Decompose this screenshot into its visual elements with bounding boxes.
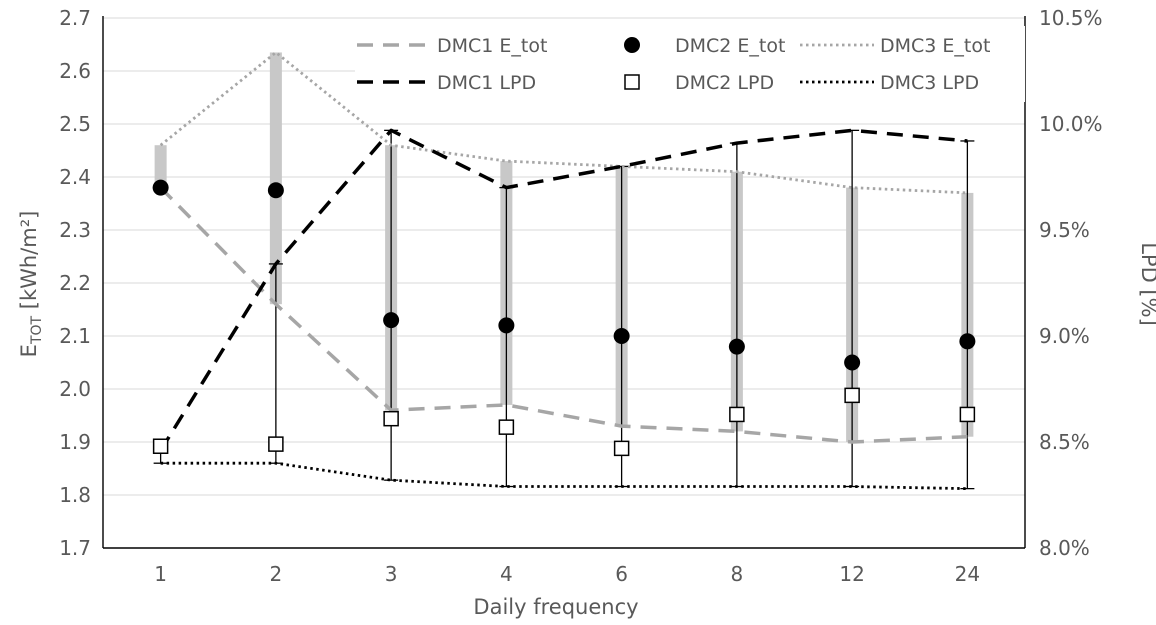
y2-axis-title: LPD [%] (1137, 242, 1156, 326)
legend-label-dmc2-e-tot: DMC2 E_tot (675, 35, 785, 57)
point-dmc2-lpd (152, 438, 169, 454)
y2-tick-label: 9.5% (1039, 218, 1090, 242)
y-tick-label: 1.8 (59, 483, 91, 507)
y-tick-label: 2.6 (59, 59, 91, 83)
y-tick-label: 2.7 (59, 6, 91, 30)
y2-tick-label: 9.0% (1039, 324, 1090, 348)
series-line-dmc3-e-tot (159, 51, 968, 195)
y-tick-label: 2.3 (59, 218, 91, 242)
y-tick-label: 2.0 (59, 377, 91, 401)
point-dmc2-lpd (729, 406, 745, 423)
point-dmc2-e-tot (267, 182, 284, 199)
point-dmc2-lpd (613, 440, 630, 457)
point-dmc2-lpd (383, 410, 399, 427)
legend-background (355, 26, 1025, 102)
point-dmc2-lpd (268, 436, 284, 452)
point-dmc2-e-tot (844, 354, 861, 371)
y-axis-title-subscript: TOT (29, 315, 45, 345)
point-dmc2-e-tot (383, 312, 400, 329)
x-tick-label: 6 (615, 562, 628, 586)
legend-label-dmc1-lpd: DMC1 LPD (437, 72, 536, 94)
point-dmc2-e-tot (613, 328, 630, 344)
point-dmc2-e-tot (152, 179, 169, 196)
x-tick-label: 8 (731, 562, 744, 586)
x-tick-label: 24 (955, 562, 980, 586)
x-tick-label: 3 (385, 562, 398, 586)
marker-layer (152, 179, 976, 457)
point-dmc2-e-tot (498, 317, 515, 334)
line-layer (159, 51, 968, 491)
legend-swatch-dmc2-lpd (624, 74, 640, 90)
legend-label-dmc3-lpd: DMC3 LPD (880, 72, 979, 94)
y-axis-title: ETOT [kWh/m²] (17, 211, 45, 358)
point-dmc2-lpd (844, 387, 860, 404)
x-axis-title: Daily frequency (473, 595, 638, 619)
y-tick-label: 1.9 (59, 430, 91, 454)
y-tick-label: 2.2 (59, 271, 91, 295)
y2-tick-label: 10.5% (1039, 6, 1103, 30)
series-line-dmc3-lpd (160, 461, 968, 491)
point-dmc2-lpd (498, 419, 515, 435)
point-dmc2-e-tot (959, 333, 976, 350)
y-tick-label: 2.5 (59, 112, 91, 136)
legend-label-dmc2-lpd: DMC2 LPD (675, 72, 774, 94)
y-axis-title-main: E (17, 344, 41, 357)
y-tick-label: 1.7 (59, 536, 91, 560)
legend-label-dmc1-e-tot: DMC1 E_tot (437, 35, 547, 57)
range-layer (153, 52, 975, 490)
x-tick-label: 4 (500, 562, 513, 586)
axis-layer: 1.7 1.8 1.9 2.0 2.1 2.2 2.3 2.4 2.5 2.6 2.7 8.0% 8.5… (59, 6, 1102, 586)
range-bar (269, 52, 282, 305)
legend-swatch-dmc2-e-tot (624, 37, 640, 53)
y2-tick-label: 10.0% (1039, 112, 1103, 136)
legend-label-dmc3-e-tot: DMC3 E_tot (880, 35, 990, 57)
point-dmc2-lpd (959, 406, 976, 423)
range-bar (154, 145, 167, 188)
legend: DMC1 E_tot DMC2 E_tot DMC3 E_tot DMC1 LPD DM… (355, 26, 1025, 102)
series-line-dmc1-lpd (159, 128, 968, 452)
series-line-dmc1-e-tot (159, 186, 968, 444)
y-axis-title-unit: [kWh/m²] (17, 211, 41, 316)
y2-tick-label: 8.5% (1039, 430, 1090, 454)
x-tick-label: 1 (154, 562, 167, 586)
point-dmc2-e-tot (728, 338, 745, 355)
y-tick-label: 2.4 (59, 165, 91, 189)
x-tick-label: 12 (839, 562, 864, 586)
y-tick-label: 2.1 (59, 324, 91, 348)
y2-tick-label: 8.0% (1039, 536, 1090, 560)
x-tick-label: 2 (270, 562, 283, 586)
